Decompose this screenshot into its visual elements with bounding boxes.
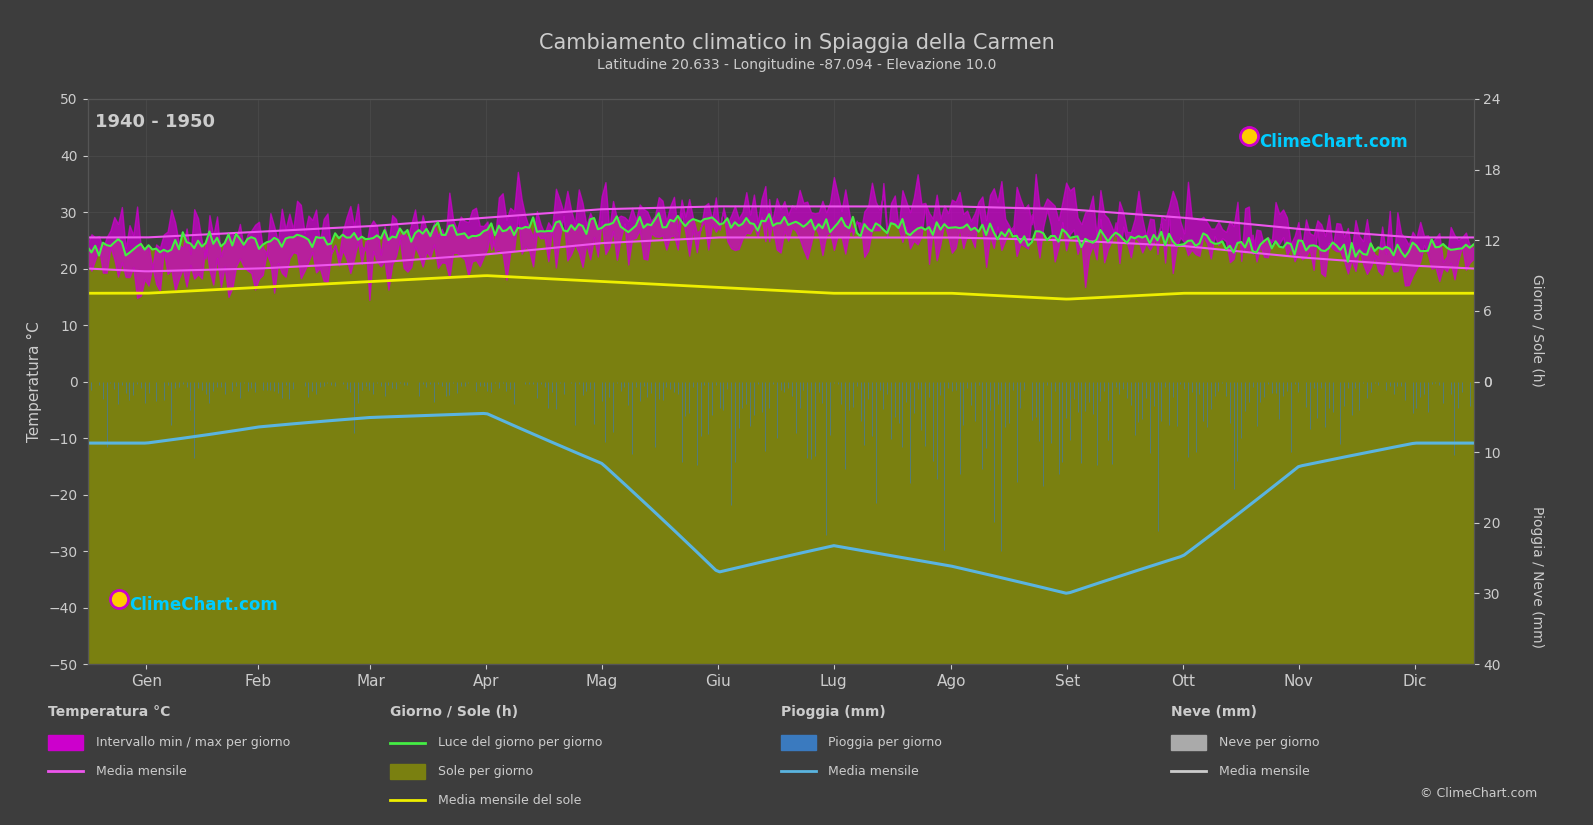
Bar bbox=[1171, 735, 1206, 750]
Y-axis label: Temperatura °C: Temperatura °C bbox=[27, 321, 41, 442]
Bar bbox=[781, 735, 816, 750]
Text: ClimeChart.com: ClimeChart.com bbox=[129, 596, 277, 615]
Text: ClimeChart.com: ClimeChart.com bbox=[1258, 133, 1408, 151]
Text: © ClimeChart.com: © ClimeChart.com bbox=[1419, 787, 1537, 800]
Text: Temperatura °C: Temperatura °C bbox=[48, 705, 170, 719]
Text: Media mensile del sole: Media mensile del sole bbox=[438, 794, 581, 807]
Text: Intervallo min / max per giorno: Intervallo min / max per giorno bbox=[96, 736, 290, 749]
Text: Pioggia / Neve (mm): Pioggia / Neve (mm) bbox=[1531, 507, 1544, 648]
Text: Media mensile: Media mensile bbox=[96, 765, 186, 778]
Text: Pioggia (mm): Pioggia (mm) bbox=[781, 705, 886, 719]
Text: 1940 - 1950: 1940 - 1950 bbox=[94, 113, 215, 131]
Text: Media mensile: Media mensile bbox=[828, 765, 919, 778]
Text: Neve per giorno: Neve per giorno bbox=[1219, 736, 1319, 749]
Text: Giorno / Sole (h): Giorno / Sole (h) bbox=[390, 705, 518, 719]
Bar bbox=[390, 764, 425, 779]
Text: Neve (mm): Neve (mm) bbox=[1171, 705, 1257, 719]
Bar bbox=[48, 735, 83, 750]
Text: Giorno / Sole (h): Giorno / Sole (h) bbox=[1531, 274, 1544, 386]
Text: Latitudine 20.633 - Longitudine -87.094 - Elevazione 10.0: Latitudine 20.633 - Longitudine -87.094 … bbox=[597, 58, 996, 72]
Text: Cambiamento climatico in Spiaggia della Carmen: Cambiamento climatico in Spiaggia della … bbox=[538, 33, 1055, 53]
Text: Luce del giorno per giorno: Luce del giorno per giorno bbox=[438, 736, 602, 749]
Text: Media mensile: Media mensile bbox=[1219, 765, 1309, 778]
Text: Sole per giorno: Sole per giorno bbox=[438, 765, 534, 778]
Text: Pioggia per giorno: Pioggia per giorno bbox=[828, 736, 941, 749]
